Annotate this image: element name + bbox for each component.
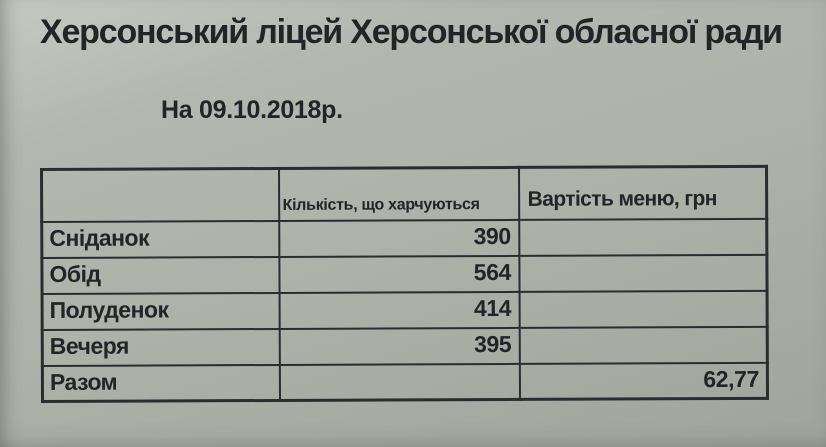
meal-cost <box>518 254 768 292</box>
table-header-row: Кількість, що харчуються Вартість меню, … <box>41 166 767 222</box>
page-title: Херсонський ліцей Херсонської обласної р… <box>40 13 783 51</box>
meal-cost <box>518 218 767 256</box>
meal-label: Сніданок <box>41 220 279 258</box>
header-cell-quantity: Кількість, що харчуються <box>278 167 519 221</box>
table-row-dinner: Вечеря 395 <box>42 326 768 366</box>
meal-cost <box>519 326 768 364</box>
meal-quantity: 414 <box>279 291 520 329</box>
header-cell-blank <box>41 168 279 222</box>
meal-cost <box>519 290 768 328</box>
table-row-snack: Полуденок 414 <box>42 290 768 330</box>
table-row-total: Разом 62,77 <box>42 362 768 402</box>
meal-quantity: 564 <box>278 255 520 293</box>
meal-label: Вечеря <box>42 328 280 366</box>
meals-table: Кількість, що харчуються Вартість меню, … <box>40 164 770 403</box>
date-line: На 09.10.2018р. <box>161 96 343 124</box>
header-cell-cost: Вартість меню, грн <box>518 166 767 220</box>
total-cost: 62,77 <box>519 362 768 400</box>
total-label: Разом <box>42 364 280 402</box>
table-row-lunch: Обід 564 <box>41 254 768 294</box>
meal-label: Полуденок <box>42 292 280 330</box>
meal-quantity: 390 <box>278 219 519 257</box>
meal-label: Обід <box>41 256 280 294</box>
meal-quantity: 395 <box>279 327 520 365</box>
total-quantity <box>279 363 520 401</box>
table-row-breakfast: Сніданок 390 <box>41 218 767 258</box>
